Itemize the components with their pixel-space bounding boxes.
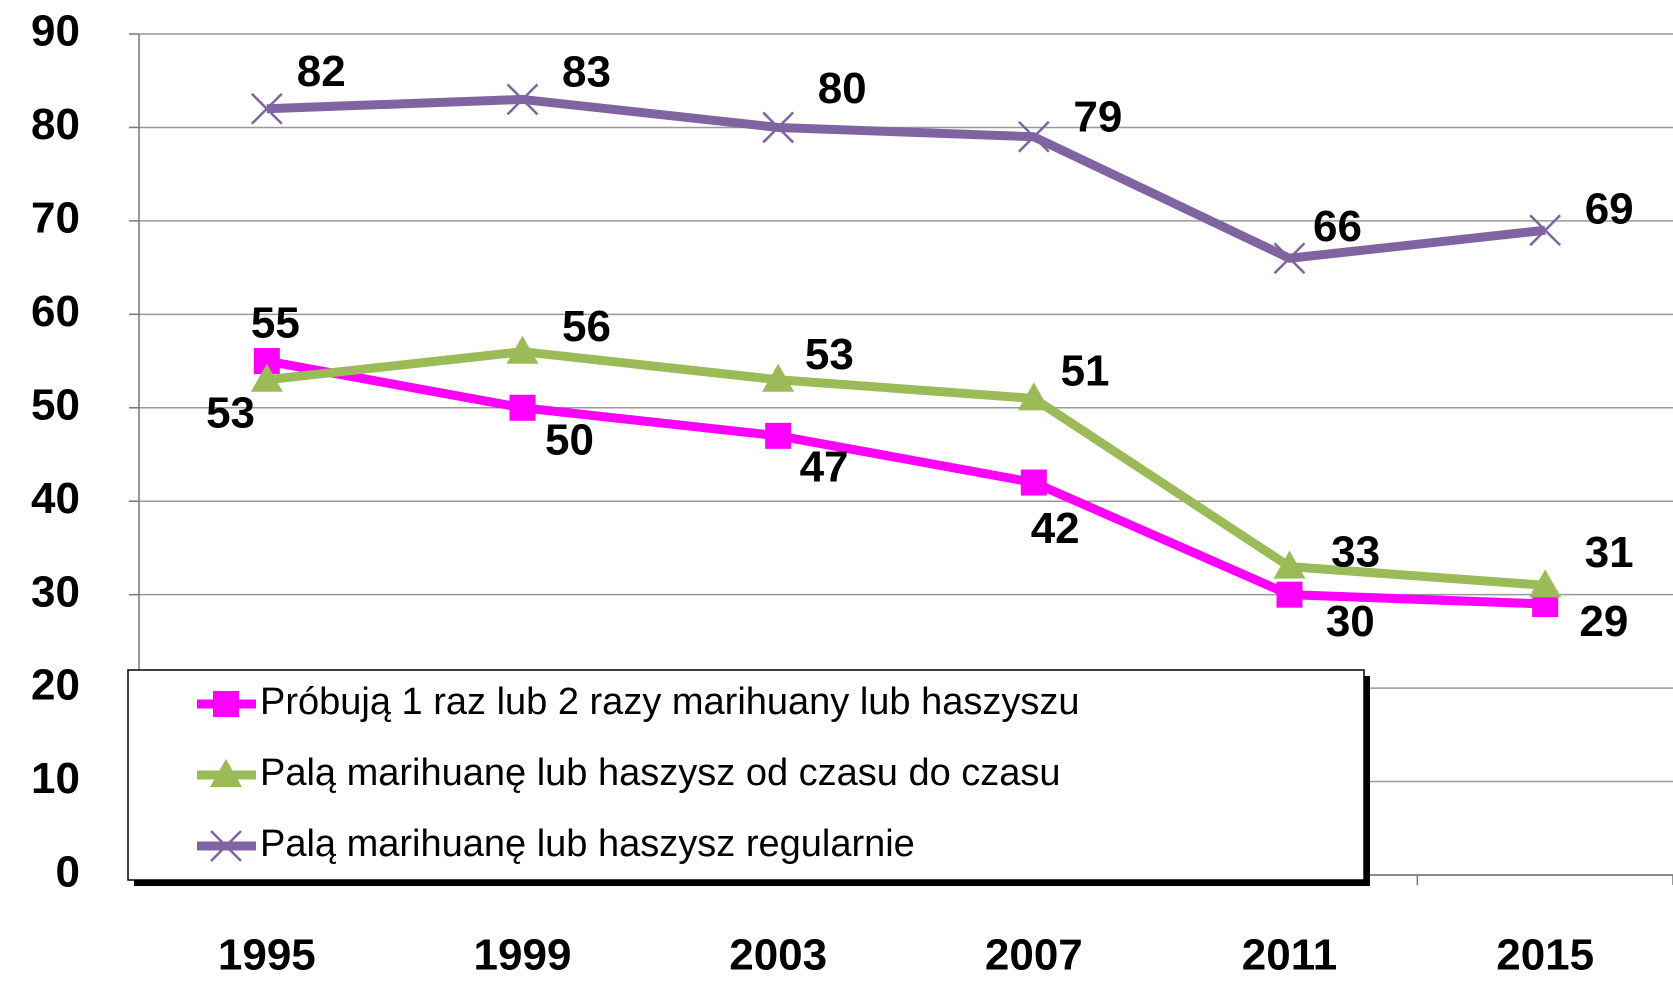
y-tick-label: 0	[56, 848, 80, 897]
data-label: 50	[545, 416, 594, 465]
legend-label: Palą marihuanę lub haszysz od czasu do c…	[260, 752, 1061, 794]
point	[1017, 120, 1050, 153]
point	[1273, 550, 1306, 579]
data-label: 42	[1031, 504, 1080, 553]
data-label: 55	[251, 298, 300, 347]
data-label: 33	[1331, 528, 1380, 577]
y-tick-label: 40	[31, 474, 80, 523]
y-tick-label: 50	[31, 380, 80, 429]
data-label: 56	[562, 302, 611, 351]
data-label: 29	[1579, 597, 1628, 646]
legend: Próbują 1 raz lub 2 razy marihuany lub h…	[127, 669, 1370, 886]
series-line	[266, 347, 1546, 590]
point	[509, 394, 536, 421]
point	[506, 83, 539, 116]
y-tick-label: 10	[31, 754, 80, 803]
point	[1273, 242, 1306, 275]
legend-marker	[210, 759, 242, 787]
point	[1017, 382, 1050, 411]
data-label: 53	[206, 389, 255, 438]
point	[250, 363, 283, 392]
x-tick-label: 2015	[1496, 931, 1594, 980]
data-label: 80	[818, 64, 867, 113]
point	[250, 92, 283, 125]
y-tick-label: 90	[31, 7, 80, 56]
point	[1276, 581, 1303, 608]
data-label: 51	[1061, 347, 1110, 396]
point	[1020, 469, 1047, 496]
point	[1529, 214, 1562, 247]
data-label: 53	[805, 330, 854, 379]
x-tick-label: 2003	[729, 931, 827, 980]
data-label: 31	[1585, 528, 1634, 577]
y-tick-label: 30	[31, 567, 80, 616]
legend-marker	[210, 830, 242, 862]
point	[762, 363, 795, 392]
series-line	[266, 356, 1546, 609]
data-label: 69	[1585, 185, 1634, 234]
data-label: 83	[562, 47, 611, 96]
data-label: 66	[1313, 202, 1362, 251]
legend-marker	[213, 691, 239, 717]
y-tick-label: 60	[31, 287, 80, 336]
legend-label: Próbują 1 raz lub 2 razy marihuany lub h…	[260, 681, 1080, 723]
x-tick-label: 1999	[474, 931, 572, 980]
point	[765, 422, 792, 449]
data-label: 47	[800, 443, 849, 492]
data-label: 30	[1326, 597, 1375, 646]
series-line	[266, 94, 1546, 263]
y-tick-label: 70	[31, 194, 80, 243]
y-tick-label: 20	[31, 661, 80, 710]
data-label: 82	[297, 47, 346, 96]
x-tick-label: 2011	[1242, 931, 1337, 980]
data-label: 79	[1073, 92, 1122, 141]
point	[506, 335, 539, 364]
y-tick-label: 80	[31, 100, 80, 149]
x-tick-label: 2007	[985, 931, 1083, 980]
x-tick-label: 1995	[218, 931, 316, 980]
point	[762, 111, 795, 144]
legend-label: Palą marihuanę lub haszysz regularnie	[260, 823, 915, 865]
legend-box	[127, 669, 1365, 881]
point	[1529, 569, 1562, 598]
